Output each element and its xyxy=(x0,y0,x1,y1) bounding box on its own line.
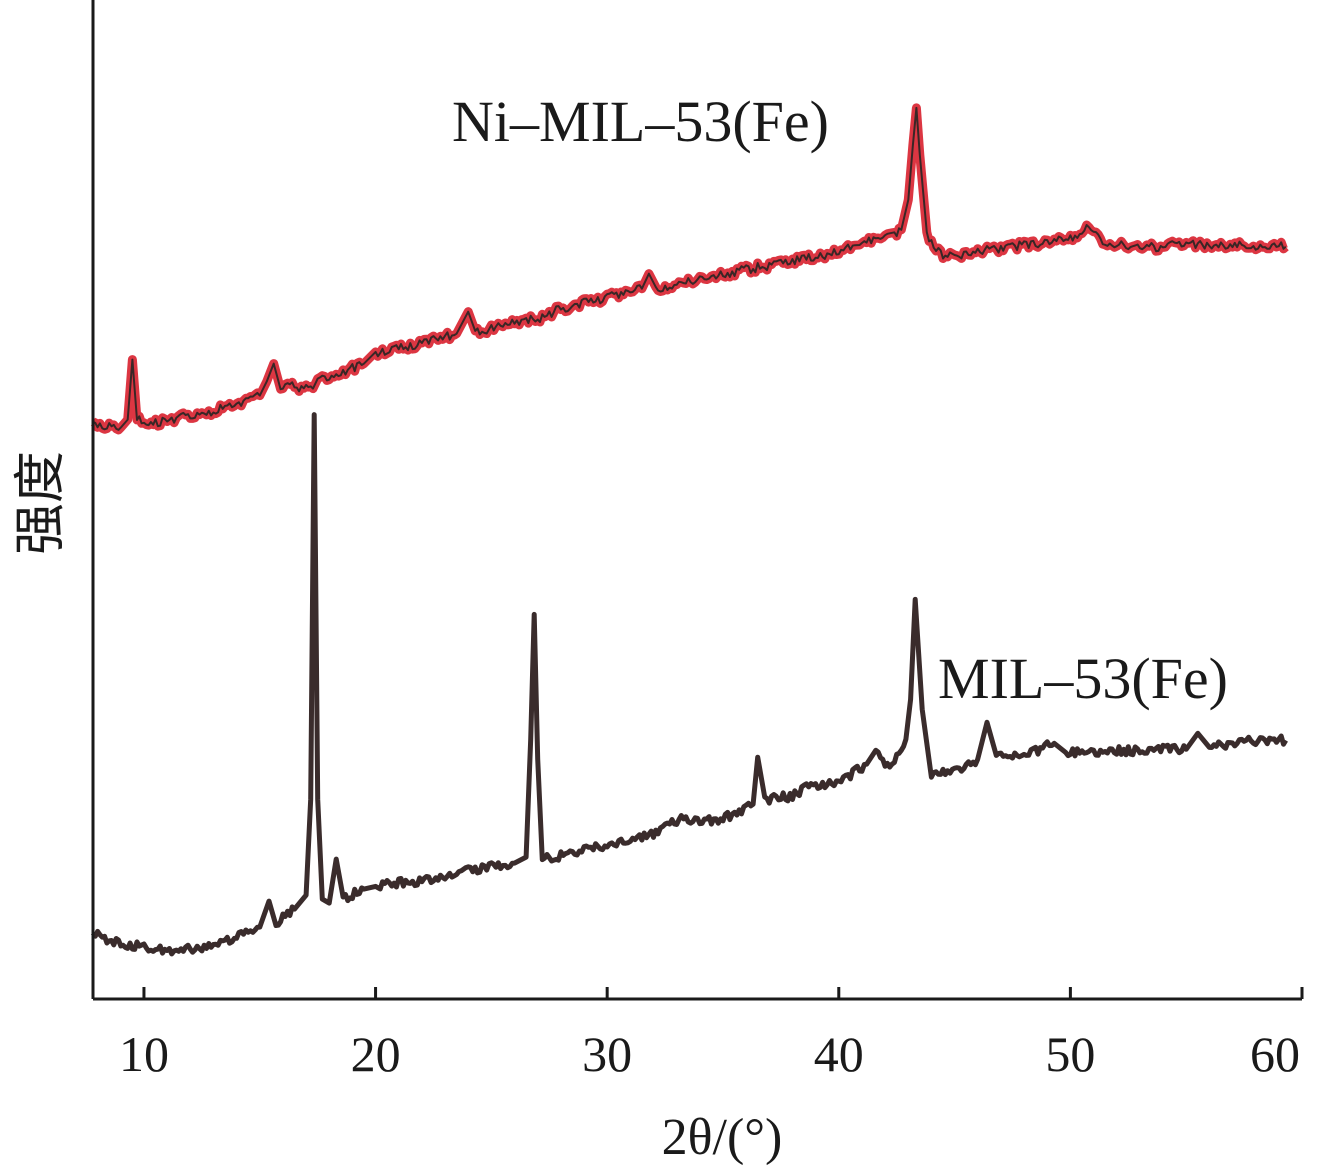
series-label-mil-53: MIL–53(Fe) xyxy=(938,646,1228,711)
series-line-ni-mil-53-fill xyxy=(90,103,1289,435)
x-tick-label-60: 60 xyxy=(1250,1026,1300,1082)
x-axis-title: 2θ/(°) xyxy=(662,1109,783,1166)
series-line-mil-53 xyxy=(90,412,1288,957)
series-layer xyxy=(90,103,1289,957)
series-label-ni-mil-53: Ni–MIL–53(Fe) xyxy=(452,89,829,154)
x-tick-label-10: 10 xyxy=(119,1026,169,1082)
x-tick-label-30: 30 xyxy=(582,1026,632,1082)
x-axis-ticks: 10 20 30 40 50 60 xyxy=(119,987,1304,1082)
x-tick-label-40: 40 xyxy=(814,1026,864,1082)
x-tick-label-20: 20 xyxy=(351,1026,401,1082)
x-tick-label-50: 50 xyxy=(1045,1026,1095,1082)
y-axis-title: 强度 xyxy=(13,451,70,555)
series-line-ni-mil-53 xyxy=(92,106,1287,431)
